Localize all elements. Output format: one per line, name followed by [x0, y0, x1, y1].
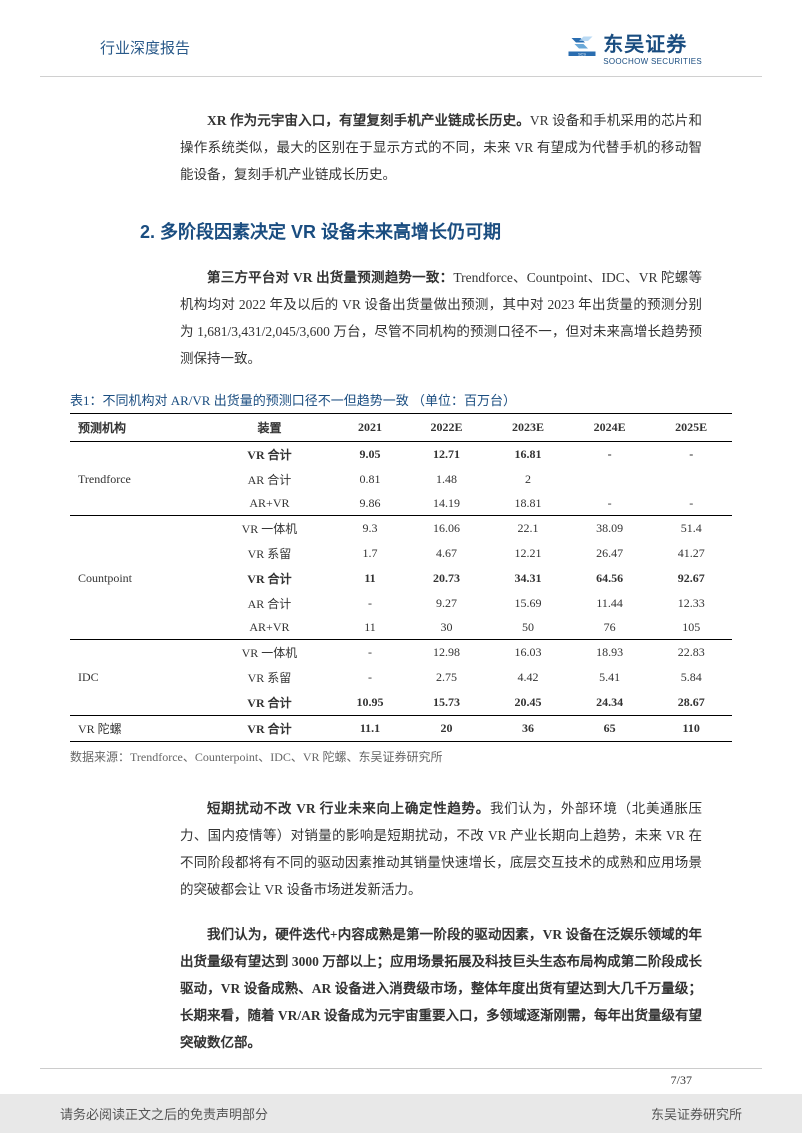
table-row: TrendforceAR 合计0.811.482	[70, 467, 732, 492]
table-header: 预测机构	[70, 414, 205, 442]
section-title: 2. 多阶段因素决定 VR 设备未来高增长仍可期	[140, 218, 702, 244]
paragraph-2: 第三方平台对 VR 出货量预测趋势一致：Trendforce、Countpoin…	[180, 264, 702, 372]
table-caption: 表1：不同机构对 AR/VR 出货量的预测口径不一但趋势一致 （单位：百万台）	[70, 390, 702, 409]
table-row: CountpointVR 合计1120.7334.3164.5692.67	[70, 566, 732, 591]
table-row: AR 合计-9.2715.6911.4412.33	[70, 591, 732, 616]
logo-block: SCS 东吴证券 SOOCHOW SECURITIES	[567, 28, 702, 66]
table-row: AR+VR11305076105	[70, 616, 732, 640]
table-header: 2021	[334, 414, 405, 442]
table-header: 2024E	[569, 414, 651, 442]
forecast-table: 预测机构装置20212022E2023E2024E2025E VR 合计9.05…	[70, 413, 732, 742]
table-row: VR 合计9.0512.7116.81--	[70, 442, 732, 468]
table-header: 2022E	[406, 414, 488, 442]
doc-type: 行业深度报告	[100, 37, 190, 58]
table-row: IDCVR 系留-2.754.425.415.84	[70, 665, 732, 690]
logo-icon: SCS	[567, 35, 597, 59]
logo-en: SOOCHOW SECURITIES	[603, 57, 702, 66]
logo-cn: 东吴证券	[603, 28, 702, 57]
table-row: VR 系留1.74.6712.2126.4741.27	[70, 541, 732, 566]
table-source: 数据来源：Trendforce、Counterpoint、IDC、VR 陀螺、东…	[70, 748, 702, 765]
footer-institute: 东吴证券研究所	[651, 1104, 742, 1123]
table-row: VR 陀螺VR 合计11.1203665110	[70, 716, 732, 742]
table-header: 2025E	[650, 414, 732, 442]
table-header: 2023E	[487, 414, 569, 442]
table-row: VR 合计10.9515.7320.4524.3428.67	[70, 690, 732, 716]
paragraph-3: 短期扰动不改 VR 行业未来向上确定性趋势。我们认为，外部环境（北美通胀压力、国…	[180, 795, 702, 903]
table-row: VR 一体机9.316.0622.138.0951.4	[70, 516, 732, 542]
footer-disclaimer: 请务必阅读正文之后的免责声明部分	[60, 1104, 268, 1123]
page-number: 7/37	[40, 1068, 762, 1094]
table-header: 装置	[205, 414, 335, 442]
paragraph-4: 我们认为，硬件迭代+内容成熟是第一阶段的驱动因素，VR 设备在泛娱乐领域的年出货…	[180, 921, 702, 1056]
paragraph-1: XR 作为元宇宙入口，有望复刻手机产业链成长历史。VR 设备和手机采用的芯片和操…	[180, 107, 702, 188]
table-row: AR+VR9.8614.1918.81--	[70, 492, 732, 516]
svg-text:SCS: SCS	[578, 52, 586, 56]
table-row: VR 一体机-12.9816.0318.9322.83	[70, 640, 732, 666]
